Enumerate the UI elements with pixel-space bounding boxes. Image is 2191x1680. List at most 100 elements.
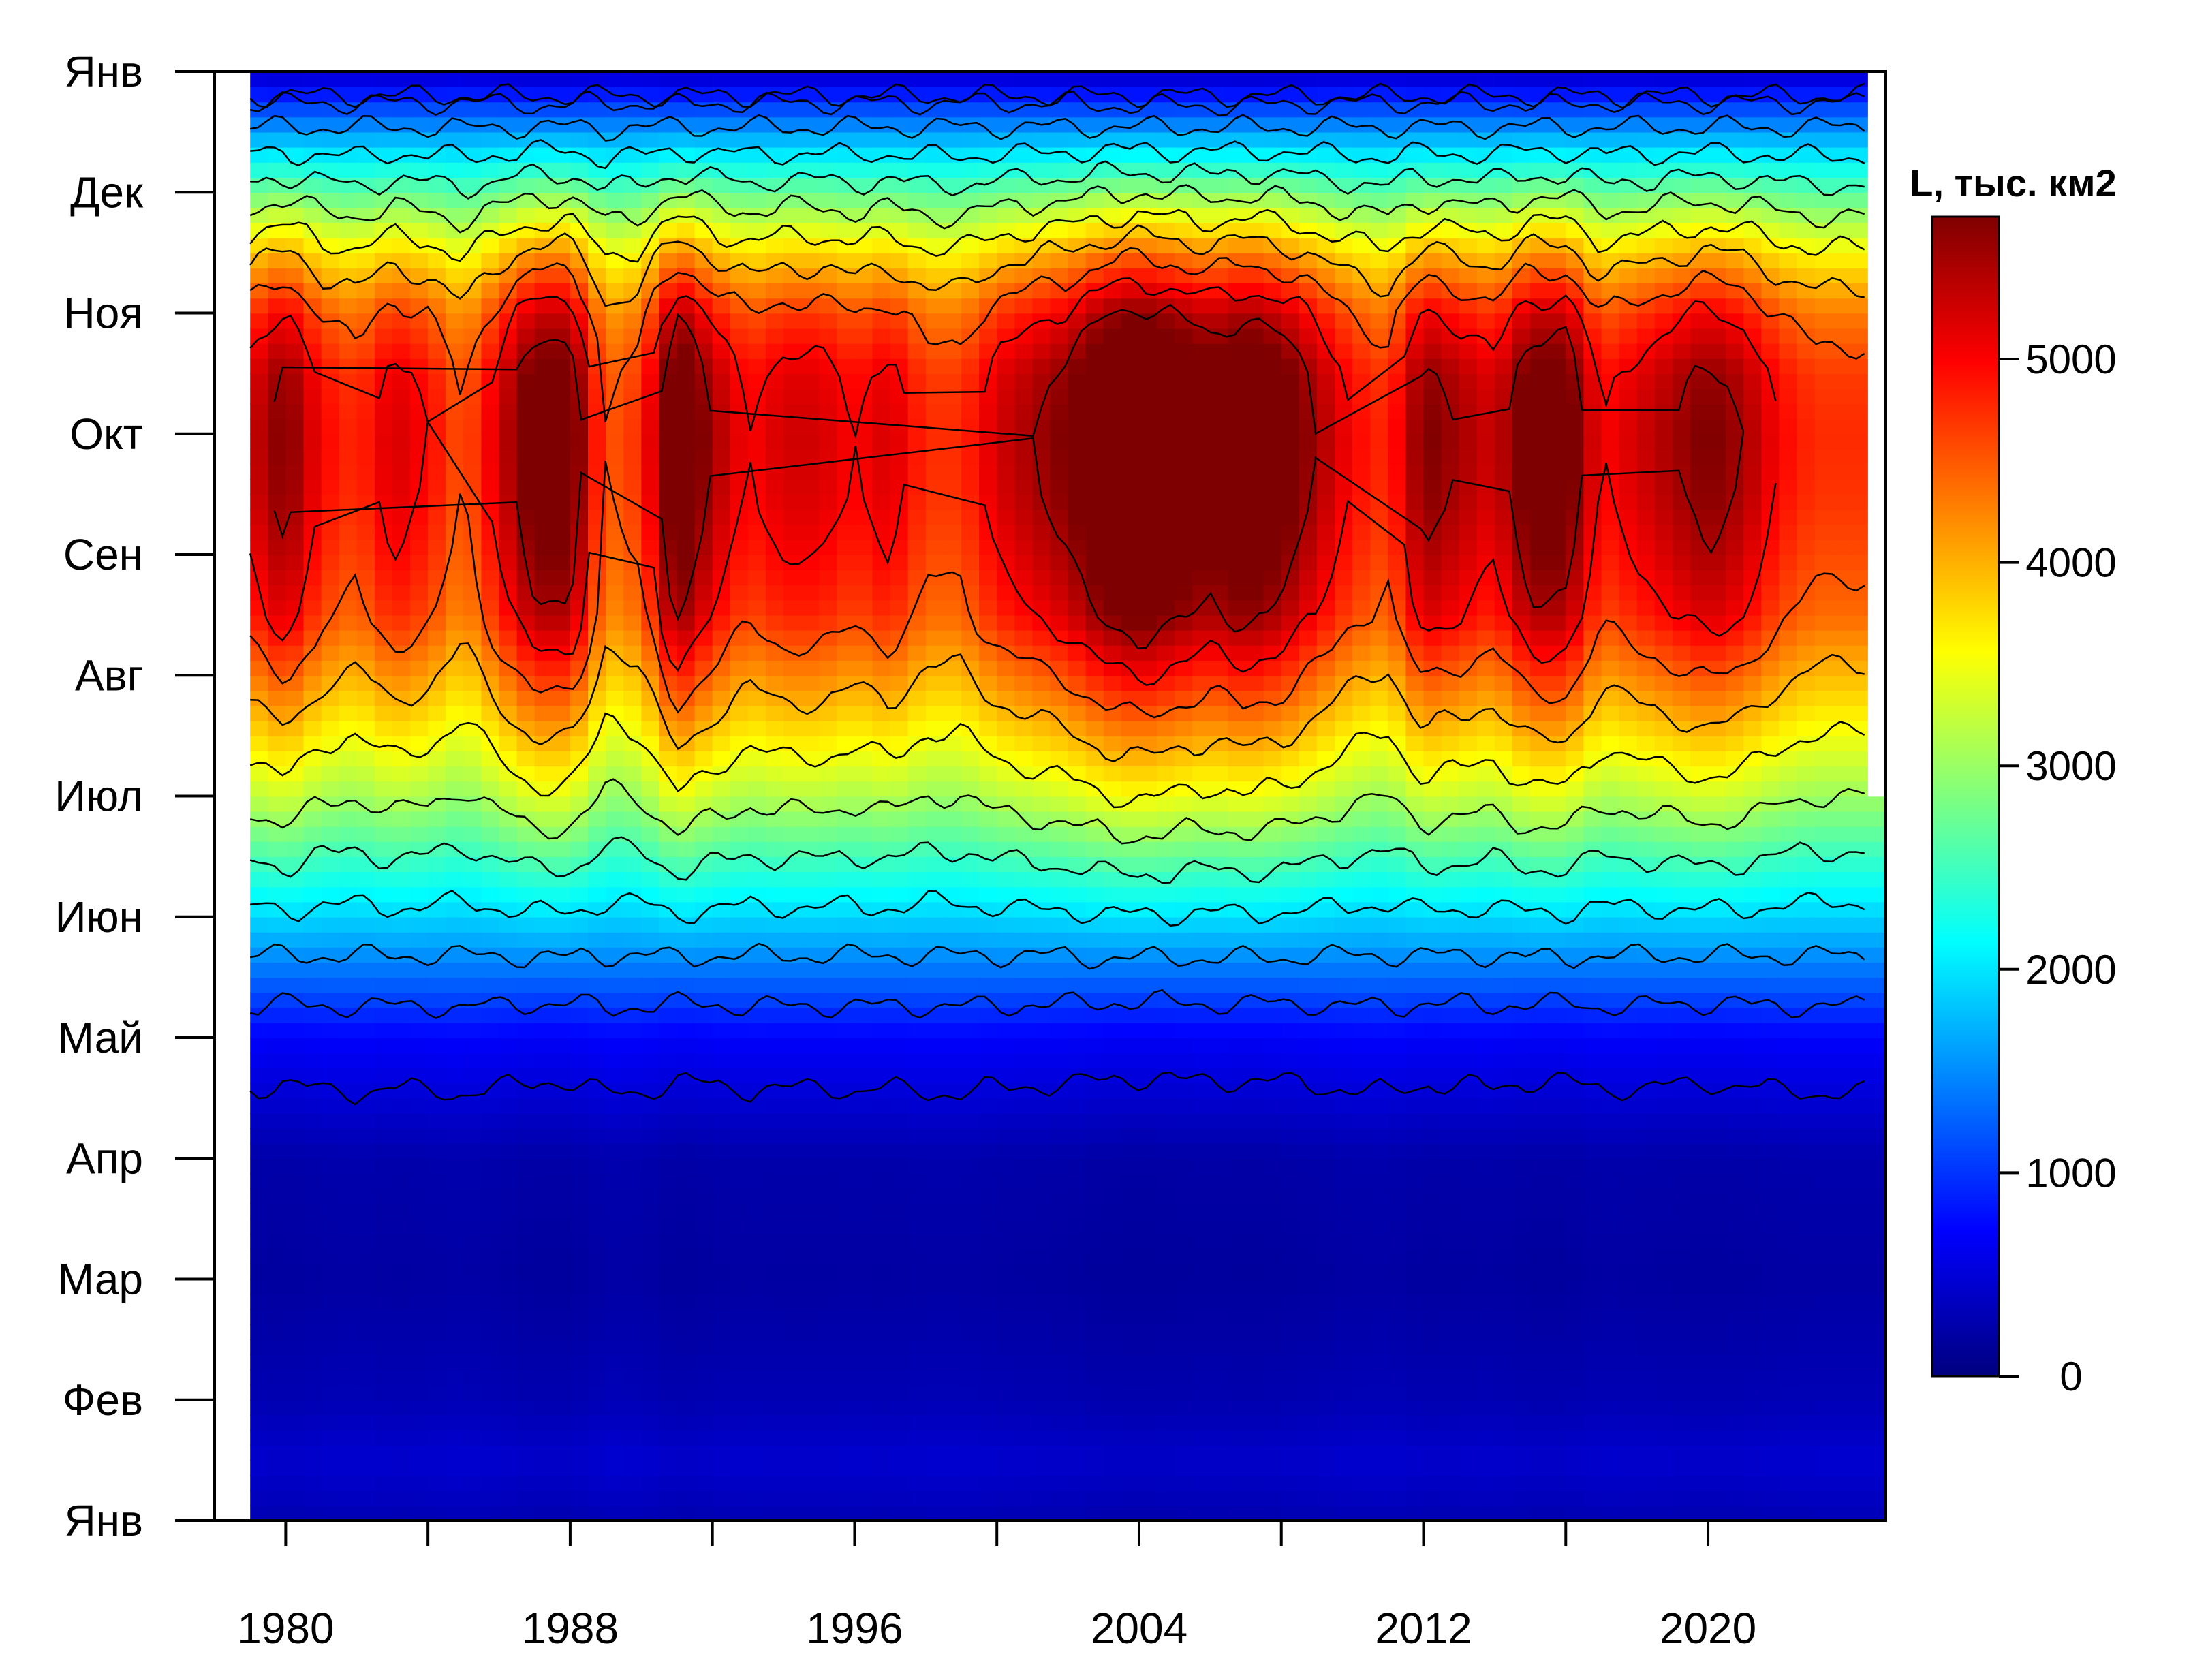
heat-cell: [304, 1506, 322, 1521]
heat-cell: [1068, 1158, 1087, 1174]
heat-cell: [819, 932, 837, 948]
heat-cell: [783, 192, 802, 208]
heat-cell: [304, 464, 322, 480]
heat-cell: [961, 510, 980, 525]
heat-cell: [677, 993, 696, 1008]
heat-cell: [854, 72, 873, 87]
heat-cell: [481, 1309, 499, 1325]
heat-cell: [748, 1068, 766, 1083]
heat-cell: [322, 1385, 340, 1401]
heat-cell: [250, 917, 268, 933]
heat-cell: [517, 434, 535, 450]
heat-cell: [250, 736, 268, 751]
heat-cell: [392, 977, 411, 993]
heat-cell: [766, 993, 784, 1008]
heat-cell: [748, 1294, 766, 1310]
heat-cell: [1051, 1279, 1069, 1295]
heat-cell: [250, 403, 268, 419]
heat-cell: [322, 1068, 340, 1083]
heat-cell: [232, 1369, 251, 1385]
heat-cell: [250, 1506, 268, 1521]
heat-cell: [695, 690, 713, 706]
heat-cell: [1086, 1339, 1104, 1355]
heat-cell: [926, 1309, 944, 1325]
heat-cell: [997, 1369, 1015, 1385]
heat-cell: [748, 192, 766, 208]
heat-cell: [908, 1098, 927, 1114]
heat-cell: [944, 449, 962, 465]
heat-cell: [944, 1354, 962, 1370]
heat-cell: [766, 540, 784, 555]
heat-cell: [570, 72, 589, 87]
heat-cell: [854, 947, 873, 963]
heat-cell: [908, 1491, 927, 1506]
heat-cell: [1086, 570, 1104, 585]
heat-cell: [783, 388, 802, 404]
heat-cell: [553, 796, 571, 812]
heat-cell: [481, 238, 499, 253]
heat-cell: [481, 162, 499, 178]
heat-cell: [304, 826, 322, 842]
heat-cell: [890, 600, 909, 616]
heat-cell: [659, 917, 677, 933]
heat-cell: [1086, 675, 1104, 691]
heat-cell: [410, 464, 429, 480]
heat-cell: [250, 1354, 268, 1370]
heat-cell: [375, 1219, 393, 1234]
heat-cell: [623, 1385, 642, 1401]
heat-cell: [570, 690, 589, 706]
heat-cell: [677, 841, 696, 857]
heat-cell: [535, 358, 553, 374]
heat-cell: [392, 1445, 411, 1461]
heat-cell: [819, 993, 837, 1008]
heat-cell: [908, 630, 927, 646]
heat-cell: [232, 132, 251, 148]
heat-cell: [1032, 1309, 1051, 1325]
heat-cell: [535, 1068, 553, 1083]
heat-cell: [215, 1476, 233, 1491]
heat-cell: [944, 871, 962, 887]
heat-cell: [854, 1219, 873, 1234]
heat-cell: [606, 796, 624, 812]
heat-cell: [837, 1189, 855, 1204]
heat-cell: [570, 373, 589, 389]
heat-cell: [392, 1476, 411, 1491]
heat-cell: [641, 1098, 659, 1114]
heat-cell: [926, 1445, 944, 1461]
heat-cell: [304, 177, 322, 193]
heat-cell: [997, 207, 1015, 223]
heat-cell: [1014, 1400, 1033, 1416]
heat-cell: [304, 721, 322, 736]
heat-cell: [961, 721, 980, 736]
heat-cell: [304, 1324, 322, 1340]
heat-cell: [1121, 1098, 1140, 1114]
heat-cell: [285, 1143, 304, 1159]
heat-cell: [926, 419, 944, 435]
heat-cell: [748, 540, 766, 555]
heat-cell: [997, 1038, 1015, 1053]
heat-cell: [588, 1460, 606, 1476]
heat-cell: [1121, 1324, 1140, 1340]
heat-cell: [783, 1506, 802, 1521]
heat-cell: [339, 1400, 358, 1416]
heat-cell: [446, 917, 464, 933]
heat-cell: [783, 917, 802, 933]
heat-cell: [730, 1068, 749, 1083]
heat-cell: [392, 826, 411, 842]
heat-cell: [1014, 1445, 1033, 1461]
heat-cell: [232, 117, 251, 133]
heat-cell: [339, 1430, 358, 1446]
heat-cell: [392, 1264, 411, 1279]
heat-cell: [908, 917, 927, 933]
heat-cell: [730, 1249, 749, 1264]
heat-cell: [801, 358, 820, 374]
heat-cell: [677, 706, 696, 721]
heat-cell: [837, 871, 855, 887]
heat-cell: [446, 1023, 464, 1038]
heat-cell: [944, 1189, 962, 1204]
heat-cell: [730, 706, 749, 721]
heat-cell: [285, 102, 304, 117]
heat-cell: [854, 826, 873, 842]
heat-cell: [748, 917, 766, 933]
heat-cell: [215, 675, 233, 691]
